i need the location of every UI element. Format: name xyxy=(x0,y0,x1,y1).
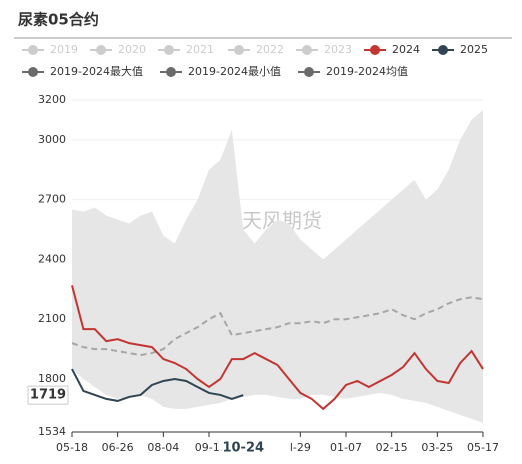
x-tick-label: 05-17 xyxy=(467,441,499,454)
x-tick-label: 08-04 xyxy=(147,441,179,454)
legend-icon xyxy=(164,45,174,55)
y-tick-label: 2400 xyxy=(38,252,66,265)
chart-title: 尿素05合约 xyxy=(18,11,99,29)
value-pointer-label: 1719 xyxy=(30,388,66,403)
axis-pointer-box xyxy=(221,439,266,457)
legend-label[interactable]: 2020 xyxy=(118,43,146,56)
legend-label[interactable]: 2022 xyxy=(256,43,284,56)
value-pointer-box xyxy=(27,385,69,405)
legend-icon xyxy=(370,45,380,55)
legend-icon xyxy=(302,45,312,55)
x-tick-label: 09-1. xyxy=(195,441,223,454)
axis-pointer-label: 10-24 xyxy=(222,441,264,456)
x-tick-label: 01-07 xyxy=(330,441,362,454)
legend-icon xyxy=(304,67,314,77)
range-band xyxy=(72,109,483,423)
series-line xyxy=(71,285,484,411)
y-tick-label: 2100 xyxy=(38,312,66,325)
x-tick-label: l-29 xyxy=(290,441,311,454)
y-tick-label: 1534 xyxy=(38,425,66,438)
legend-label[interactable]: 2025 xyxy=(460,43,488,56)
legend-icon xyxy=(438,45,448,55)
legend-label[interactable]: 2021 xyxy=(186,43,214,56)
legend-label[interactable]: 2024 xyxy=(392,43,420,56)
legend-label[interactable]: 2019-2024最大值 xyxy=(50,64,143,78)
legend-label[interactable]: 2023 xyxy=(324,43,352,56)
y-tick-label: 2700 xyxy=(38,193,66,206)
legend-icon xyxy=(28,45,38,55)
series-line xyxy=(71,296,484,357)
x-tick-label: 06-26 xyxy=(102,441,134,454)
series-line xyxy=(71,368,244,402)
legend-label[interactable]: 2019 xyxy=(50,43,78,56)
legend-icon xyxy=(234,45,244,55)
legend-icon xyxy=(28,67,38,77)
legend-label[interactable]: 2019-2024最小值 xyxy=(188,65,281,78)
legend-icon xyxy=(96,45,106,55)
legend-icon xyxy=(166,67,176,77)
x-tick-label: 02-15 xyxy=(376,441,408,454)
y-tick-label: 3200 xyxy=(38,93,66,106)
y-tick-label: 3000 xyxy=(38,133,66,146)
y-tick-label: 1800 xyxy=(38,372,66,385)
x-tick-label: 03-25 xyxy=(421,441,453,454)
legend-label[interactable]: 2019-2024均值 xyxy=(326,65,408,78)
x-tick-label: 05-18 xyxy=(56,441,88,454)
